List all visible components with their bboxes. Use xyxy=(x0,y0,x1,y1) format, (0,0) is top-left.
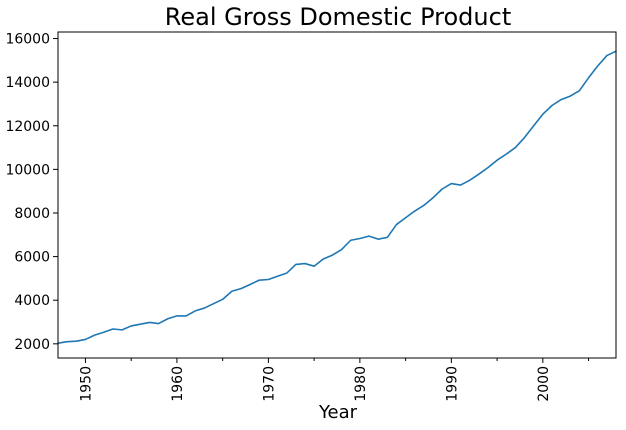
y-tick-label: 6000 xyxy=(14,250,50,266)
x-tick-label: 2000 xyxy=(536,366,552,402)
y-tick-label: 2000 xyxy=(14,337,50,353)
x-tick-label: 1970 xyxy=(261,366,277,402)
x-tick-label: 1990 xyxy=(444,366,460,402)
x-tick-label: 1950 xyxy=(78,366,94,402)
x-axis-label: Year xyxy=(318,402,358,423)
plot-frame xyxy=(57,31,617,359)
plot-area: 2000 4000 6000 8000 10000 12000 14000 16000 1950… xyxy=(5,31,617,402)
x-tick-label: 1960 xyxy=(170,366,186,402)
y-tick-label: 10000 xyxy=(5,162,50,178)
y-tick-label: 12000 xyxy=(5,119,50,135)
y-tick-label: 14000 xyxy=(5,75,50,91)
y-tick-label: 8000 xyxy=(14,206,50,222)
y-tick-label: 4000 xyxy=(14,293,50,309)
gdp-series-line xyxy=(57,50,617,344)
chart-title: Real Gross Domestic Product xyxy=(165,3,511,31)
x-tick-label: 1980 xyxy=(353,366,369,402)
y-tick-label: 16000 xyxy=(5,32,50,48)
